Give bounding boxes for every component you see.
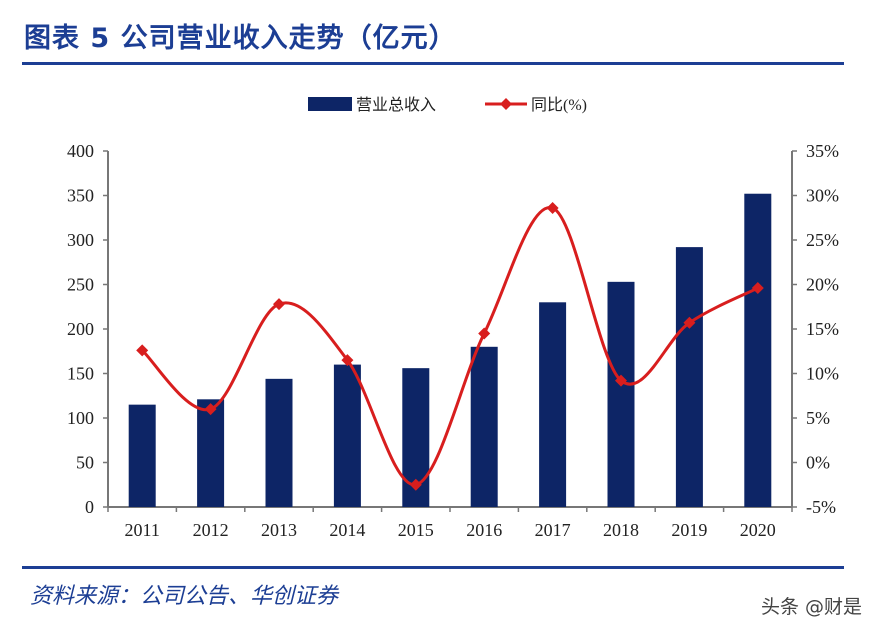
bar-2014 xyxy=(333,364,361,507)
yoy-marker-2014 xyxy=(341,354,354,367)
left-tick-label: 100 xyxy=(67,408,94,428)
x-tick-label: 2012 xyxy=(193,520,229,540)
legend-line-label: 同比(%) xyxy=(531,96,587,114)
bar-2016 xyxy=(470,346,498,507)
footer-divider xyxy=(22,566,844,569)
yoy-marker-2011 xyxy=(136,344,149,357)
x-tick-label: 2017 xyxy=(535,520,571,540)
yoy-marker-2015 xyxy=(409,478,422,491)
legend-bar-label: 营业总收入 xyxy=(356,96,436,114)
right-tick-label: 10% xyxy=(806,364,839,384)
source-note: 资料来源：公司公告、华创证券 xyxy=(30,584,339,609)
yoy-marker-2016 xyxy=(478,327,491,340)
yoy-marker-2020 xyxy=(751,282,764,295)
yoy-marker-2019 xyxy=(683,316,696,329)
bar-2013 xyxy=(265,378,293,507)
right-tick-label: 20% xyxy=(806,275,839,295)
yoy-line xyxy=(141,206,759,487)
x-tick-label: 2016 xyxy=(466,520,502,540)
yoy-marker-2013 xyxy=(273,298,285,311)
yoy-marker-2018 xyxy=(615,374,627,387)
figure-title: 图表 5 公司营业收入走势（亿元） xyxy=(24,23,457,54)
left-tick-label: 350 xyxy=(67,186,94,206)
right-tick-label: 30% xyxy=(806,186,839,206)
right-tick-label: 25% xyxy=(806,230,839,250)
left-tick-label: 0 xyxy=(85,497,94,517)
left-tick-label: 300 xyxy=(67,230,94,250)
title-divider xyxy=(22,62,844,65)
x-tick-label: 2015 xyxy=(398,520,434,540)
x-tick-label: 2013 xyxy=(261,520,297,540)
legend-bar-swatch xyxy=(308,97,352,111)
watermark: 头条 @财是 xyxy=(760,596,862,618)
right-tick-label: 15% xyxy=(806,319,839,339)
left-tick-label: 250 xyxy=(67,275,94,295)
x-tick-label: 2011 xyxy=(125,520,160,540)
x-tick-label: 2018 xyxy=(603,520,639,540)
x-tick-label: 2020 xyxy=(740,520,776,540)
bar-2020 xyxy=(744,193,772,507)
bar-2019 xyxy=(675,247,703,507)
x-tick-label: 2019 xyxy=(671,520,707,540)
x-tick-label: 2014 xyxy=(329,520,365,540)
bar-2011 xyxy=(128,404,156,507)
bar-2017 xyxy=(539,302,567,507)
right-tick-label: -5% xyxy=(806,497,836,517)
left-tick-label: 50 xyxy=(76,453,94,473)
yoy-marker-2017 xyxy=(546,201,559,214)
left-tick-label: 400 xyxy=(67,141,94,161)
right-tick-label: 0% xyxy=(806,453,830,473)
right-tick-label: 5% xyxy=(806,408,830,428)
yoy-marker-2012 xyxy=(204,403,217,416)
bar-2012 xyxy=(197,399,225,507)
left-tick-label: 200 xyxy=(67,319,94,339)
legend-line-marker xyxy=(500,98,512,110)
left-tick-label: 150 xyxy=(67,364,94,384)
right-tick-label: 35% xyxy=(806,141,839,161)
bar-2018 xyxy=(607,281,635,507)
